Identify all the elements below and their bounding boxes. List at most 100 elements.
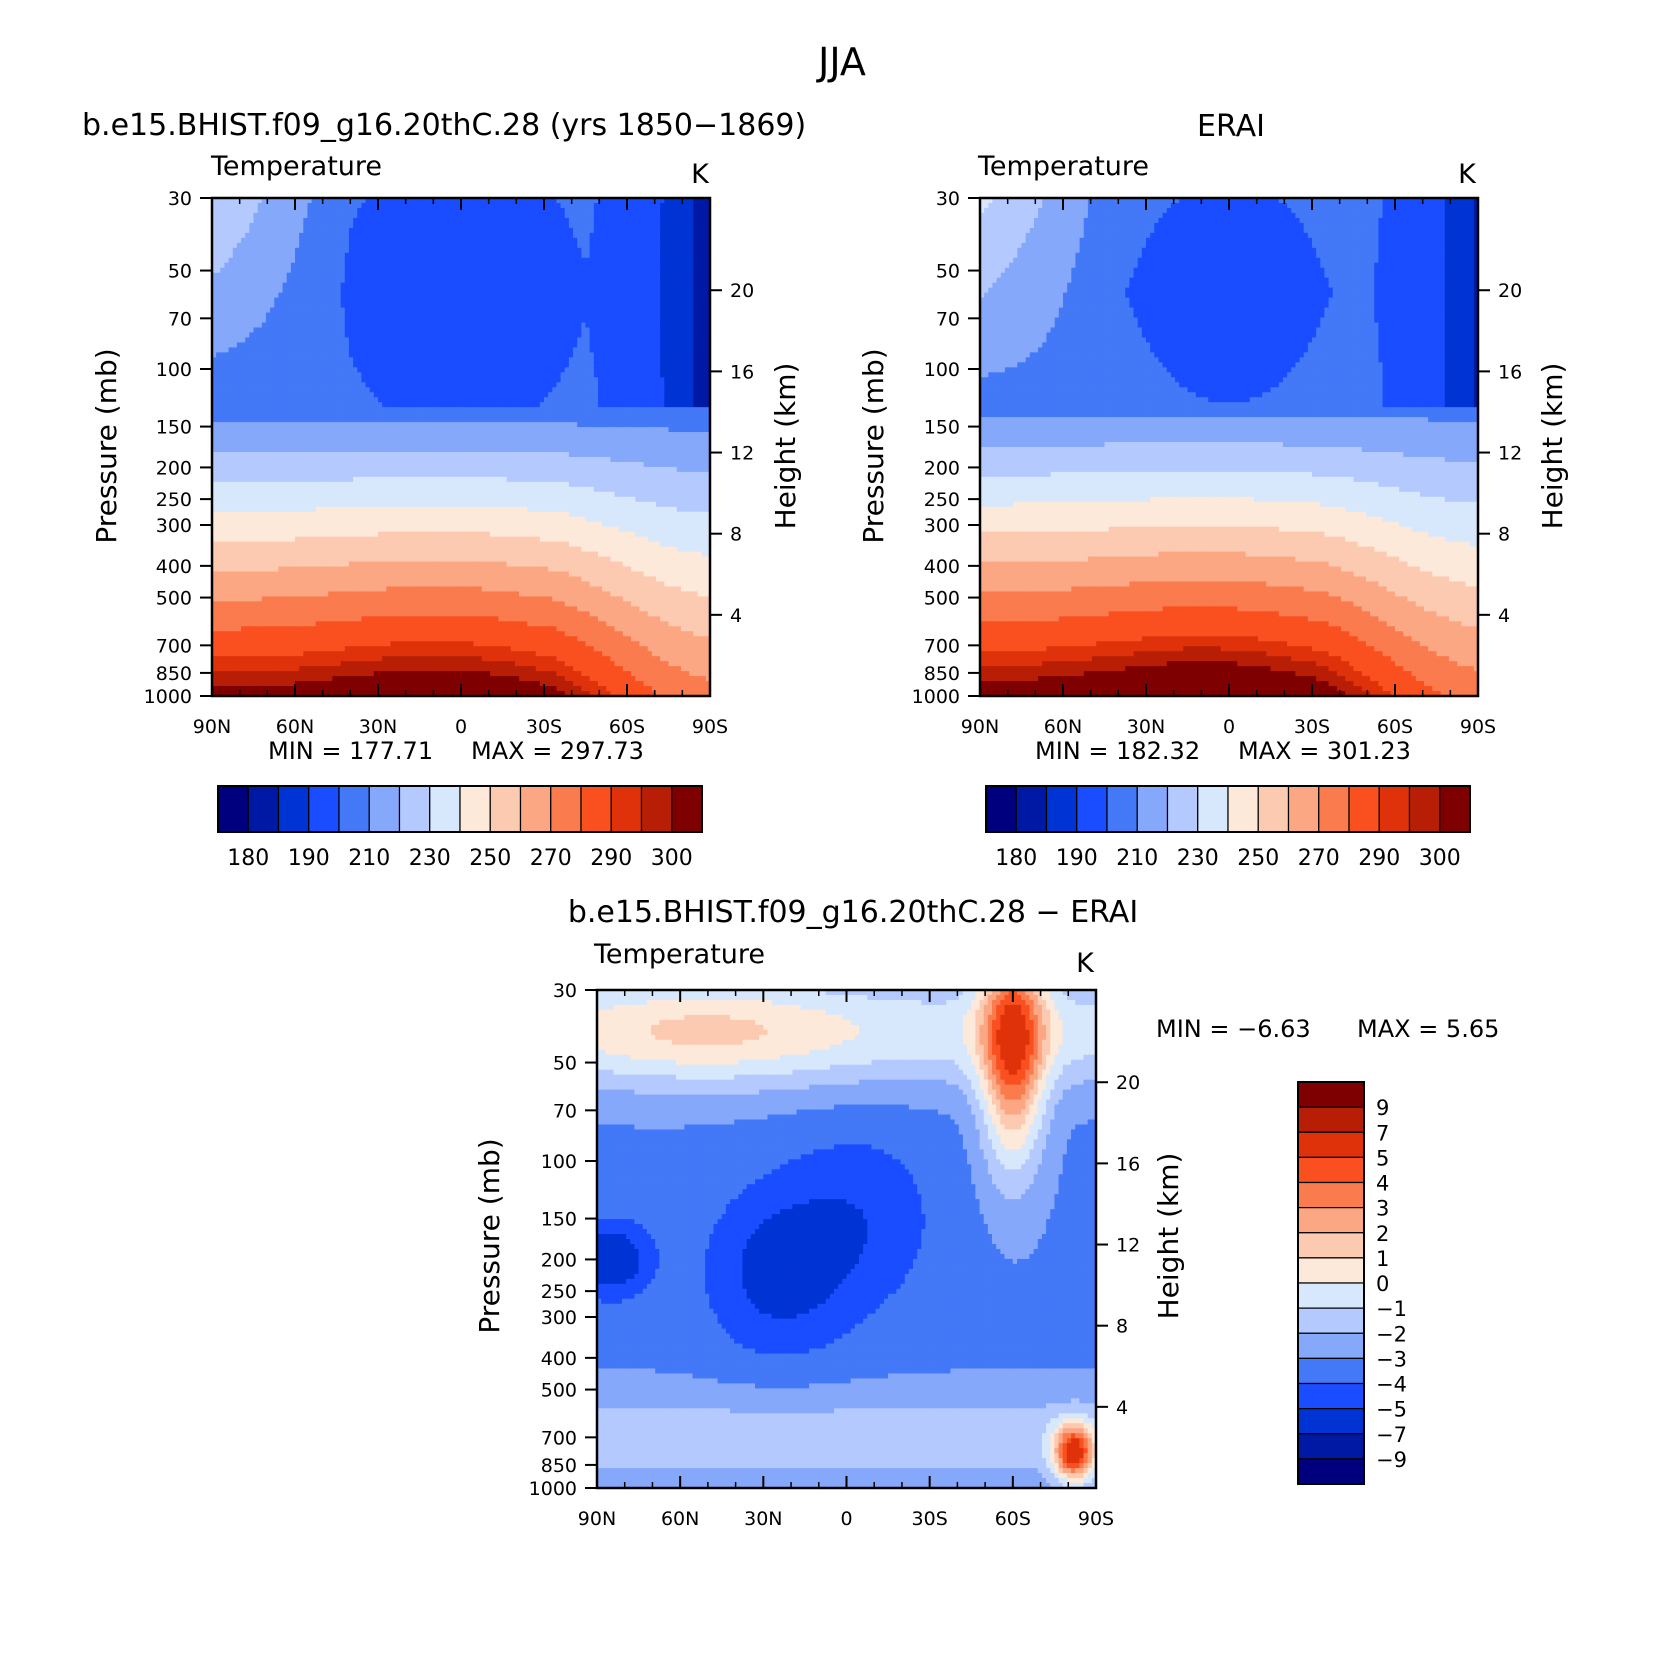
contour-cell (341, 621, 346, 627)
contour-cell (224, 452, 229, 458)
contour-cell (324, 323, 329, 329)
contour-cell (316, 273, 321, 279)
contour-cell (220, 676, 225, 682)
contour-cell (345, 517, 350, 523)
contour-cell (220, 283, 225, 289)
contour-cell (233, 527, 238, 533)
contour-cell (291, 487, 296, 493)
contour-cell (312, 427, 317, 433)
contour-cell (303, 437, 308, 443)
contour-cell (258, 392, 263, 398)
contour-cell (283, 487, 288, 493)
contour-cell (224, 656, 229, 662)
contour-cell (337, 372, 342, 378)
contour-cell (283, 342, 288, 348)
contour-cell (366, 223, 371, 229)
contour-cell (320, 676, 325, 682)
contour-cell (378, 487, 383, 493)
contour-cell (349, 562, 354, 568)
contour-cell (278, 502, 283, 508)
contour-cell (278, 616, 283, 622)
contour-cell (366, 651, 371, 657)
contour-cell (249, 467, 254, 473)
contour-cell (328, 532, 333, 538)
contour-cell (278, 562, 283, 568)
contour-cell (287, 507, 292, 513)
contour-cell (312, 542, 317, 548)
contour-cell (337, 223, 342, 229)
contour-cell (295, 482, 300, 488)
contour-cell (237, 462, 242, 468)
contour-cell (303, 497, 308, 503)
contour-cell (237, 472, 242, 478)
contour-cell (278, 313, 283, 319)
contour-cell (224, 337, 229, 343)
contour-cell (216, 537, 221, 543)
contour-cell (378, 467, 383, 473)
contour-cell (287, 522, 292, 528)
contour-cell (216, 327, 221, 333)
contour-cell (378, 258, 383, 264)
contour-cell (370, 661, 375, 667)
contour-cell (283, 686, 288, 692)
contour-cell (287, 527, 292, 533)
contour-cell (274, 397, 279, 403)
contour-cell (332, 641, 337, 647)
contour-cell (320, 586, 325, 592)
contour-cell (320, 581, 325, 587)
contour-cell (229, 263, 234, 269)
contour-cell (278, 517, 283, 523)
contour-cell (224, 641, 229, 647)
contour-cell (349, 671, 354, 677)
contour-cell (349, 522, 354, 528)
contour-cell (299, 572, 304, 578)
contour-cell (382, 228, 387, 234)
contour-cell (249, 342, 254, 348)
contour-cell (229, 313, 234, 319)
contour-cell (312, 402, 317, 408)
contour-cell (320, 517, 325, 523)
contour-cell (320, 213, 325, 219)
contour-cell (316, 562, 321, 568)
contour-cell (287, 213, 292, 219)
contour-cell (341, 591, 346, 597)
contour-cell (328, 417, 333, 423)
contour-cell (353, 402, 358, 408)
contour-cell (349, 626, 354, 632)
contour-cell (370, 357, 375, 363)
contour-cell (295, 223, 300, 229)
contour-cell (291, 447, 296, 453)
contour-cell (374, 527, 379, 533)
contour-cell (357, 288, 362, 294)
contour-cell (378, 288, 383, 294)
contour-cell (216, 298, 221, 304)
contour-cell (324, 253, 329, 259)
contour-cell (224, 258, 229, 264)
contour-cell (320, 283, 325, 289)
contour-cell (316, 611, 321, 617)
contour-cell (361, 233, 366, 239)
contour-cell (216, 387, 221, 393)
contour-cell (324, 318, 329, 324)
contour-cell (337, 273, 342, 279)
contour-cell (258, 308, 263, 314)
contour-cell (233, 457, 238, 463)
contour-cell (378, 263, 383, 269)
contour-cell (262, 666, 267, 672)
contour-cell (366, 347, 371, 353)
contour-cell (254, 567, 259, 573)
contour-cell (361, 288, 366, 294)
contour-cell (229, 547, 234, 553)
contour-cell (349, 422, 354, 428)
contour-cell (320, 606, 325, 612)
contour-cell (283, 208, 288, 214)
contour-cell (245, 392, 250, 398)
contour-cell (307, 467, 312, 473)
contour-cell (332, 616, 337, 622)
contour-cell (332, 342, 337, 348)
contour-cell (332, 487, 337, 493)
contour-cell (303, 213, 308, 219)
contour-cell (254, 342, 259, 348)
contour-cell (254, 258, 259, 264)
contour-cell (249, 581, 254, 587)
